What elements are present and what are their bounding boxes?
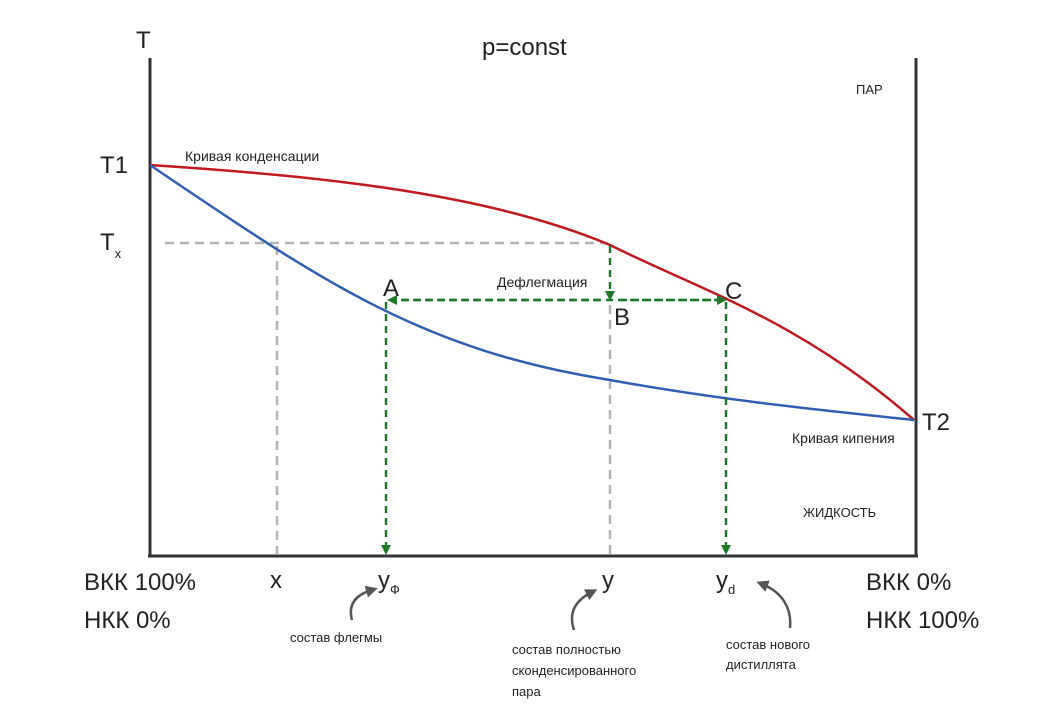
note-arrow-condensed bbox=[570, 589, 598, 631]
process-label: Дефлегмация bbox=[497, 274, 587, 290]
note-arrow-reflux bbox=[349, 585, 378, 621]
tick-x: x bbox=[270, 567, 282, 594]
tx-sub: x bbox=[115, 246, 122, 261]
t1-label: T1 bbox=[100, 152, 128, 179]
liquid-label: ЖИДКОСТЬ bbox=[803, 505, 876, 520]
note-condensed-2: сконденсированного bbox=[512, 663, 636, 678]
point-a-label: A bbox=[383, 275, 399, 302]
point-c-label: C bbox=[725, 278, 742, 305]
boiling-curve-label: Кривая кипения bbox=[792, 430, 895, 446]
tick-yf: yФ bbox=[378, 567, 400, 597]
condensation-curve bbox=[149, 163, 915, 421]
right-composition-2: НКК 100% bbox=[866, 607, 979, 634]
tick-yd-main: y bbox=[716, 567, 728, 594]
left-composition-1: ВКК 100% bbox=[84, 569, 196, 596]
diagram-title: p=const bbox=[482, 34, 567, 61]
tx-label: Tx bbox=[100, 229, 122, 261]
boiling-curve bbox=[149, 163, 915, 422]
note-condensed-3: пара bbox=[512, 684, 541, 699]
tx-main: T bbox=[100, 229, 115, 256]
vapor-label: ПАР bbox=[856, 82, 883, 97]
note-condensed-1: состав полностью bbox=[512, 642, 621, 657]
tick-y: y bbox=[602, 567, 614, 594]
t2-label: T2 bbox=[922, 409, 950, 436]
note-distillate-1: состав нового bbox=[726, 637, 810, 652]
note-arrow-distillate bbox=[756, 580, 792, 629]
note-distillate-2: дистиллята bbox=[726, 657, 797, 672]
note-reflux: состав флегмы bbox=[290, 630, 382, 645]
point-b-label: B bbox=[614, 304, 630, 331]
right-composition-1: ВКК 0% bbox=[866, 569, 951, 596]
tick-yd: yd bbox=[716, 567, 735, 597]
tick-yf-sub: Ф bbox=[390, 582, 400, 597]
y-axis-label: T bbox=[136, 27, 151, 54]
tick-yf-main: y bbox=[378, 567, 390, 594]
condensation-curve-label: Кривая конденсации bbox=[185, 148, 319, 164]
left-composition-2: НКК 0% bbox=[84, 607, 171, 634]
tick-yd-sub: d bbox=[728, 582, 735, 597]
